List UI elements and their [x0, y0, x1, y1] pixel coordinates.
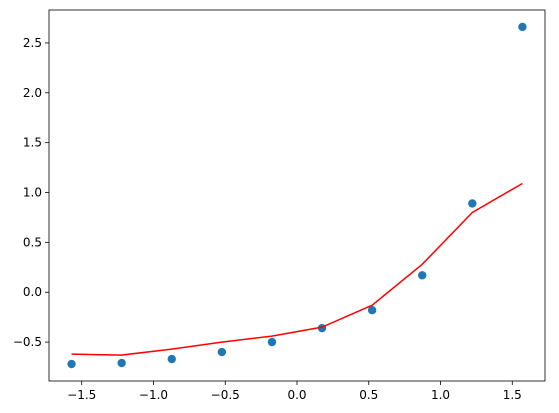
- scatter-point: [117, 358, 126, 368]
- scatter-point: [67, 359, 76, 369]
- y-tick-label: −0.5: [13, 335, 42, 349]
- scatter-point: [468, 199, 477, 208]
- y-tick-label: 0.5: [23, 235, 42, 249]
- x-tick-label: 1.0: [431, 388, 450, 402]
- y-tick-label: 1.5: [23, 136, 42, 150]
- y-tick-label: 1.0: [23, 186, 42, 200]
- x-tick-label: −1.5: [67, 388, 96, 402]
- plot-frame: [48, 9, 546, 382]
- x-tick-label: 0.0: [287, 388, 306, 402]
- scatter-point: [367, 305, 377, 315]
- y-tick-label: 0.0: [23, 285, 42, 299]
- scatter-point: [167, 354, 176, 364]
- y-tick-label: 2.5: [23, 36, 42, 50]
- y-tick-label: 2.0: [23, 86, 42, 100]
- x-tick-label: −0.5: [211, 388, 240, 402]
- scatter-point: [518, 22, 527, 32]
- scatter-point: [418, 271, 427, 280]
- x-tick-label: 0.5: [359, 388, 378, 402]
- x-tick-label: −1.0: [139, 388, 168, 402]
- fit-line: [71, 182, 523, 356]
- scatter-point: [217, 347, 227, 357]
- x-tick-label: 1.5: [503, 388, 522, 402]
- scatter-point: [267, 337, 277, 347]
